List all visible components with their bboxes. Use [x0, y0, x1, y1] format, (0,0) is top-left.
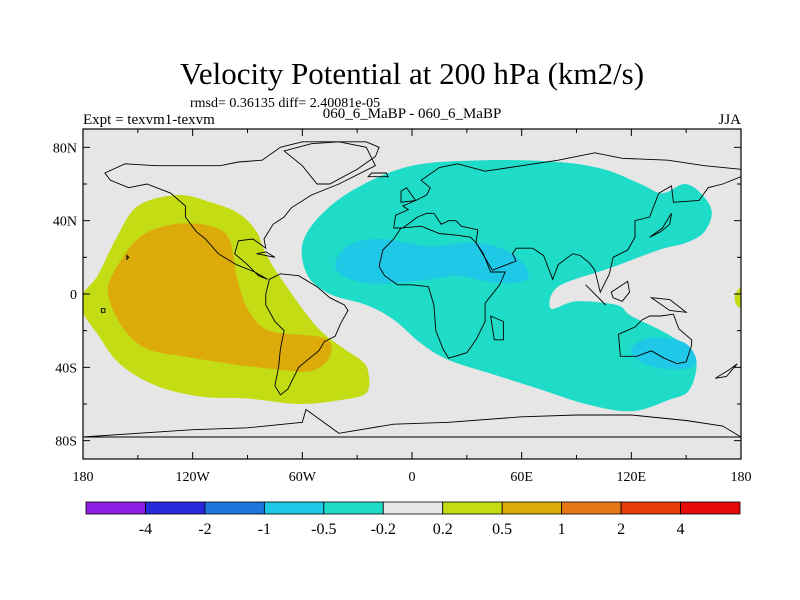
colorbar-swatch: [85, 501, 146, 515]
x-tick-label: 60W: [289, 470, 317, 485]
x-tick-label: 180: [73, 470, 94, 485]
y-tick-label: 80N: [53, 141, 77, 156]
chart-title: Velocity Potential at 200 hPa (km2/s): [180, 56, 644, 91]
coastline-13: [649, 297, 688, 313]
coastline-4: [618, 313, 693, 365]
region-indian-ocean-strong-negative: [631, 337, 697, 370]
colorbar-label: -2: [198, 521, 211, 538]
colorbar-swatch: [145, 501, 206, 515]
region-pacific-strong-positive: [107, 223, 332, 372]
x-tick-label: 180: [731, 470, 752, 485]
colorbar-label: -4: [139, 521, 152, 538]
coastline-6: [83, 408, 741, 438]
y-tick-label: 40S: [55, 361, 77, 376]
x-tick-label: 120E: [617, 470, 647, 485]
stats-text: rmsd= 0.36135 diff= 2.40081e-05: [190, 96, 380, 111]
y-tick-label: 80S: [55, 435, 77, 450]
colorbar-swatch: [263, 501, 325, 515]
experiment-label: Expt = texvm1-texvm: [83, 112, 215, 128]
colorbar-swatch: [382, 501, 444, 515]
y-tick-label: 0: [70, 288, 77, 303]
region-dateline-positive: [734, 288, 741, 308]
x-axis: 180 120W 60W 0 60E 120E 180: [73, 129, 752, 485]
y-tick-label: 40N: [53, 215, 77, 230]
coastline-5: [283, 141, 380, 185]
colorbar-label: 0.5: [492, 521, 512, 538]
coastline-10: [649, 213, 672, 238]
coastline-8: [367, 172, 389, 178]
coastline-12: [610, 280, 630, 302]
colorbar-swatch: [442, 501, 503, 515]
coastline-3: [393, 152, 741, 294]
colorbar-label: -0.5: [311, 521, 336, 538]
coastline-1: [265, 273, 349, 396]
coastline-9: [400, 187, 417, 203]
x-tick-label: 60E: [510, 470, 533, 485]
colorbar-label: 0.2: [433, 521, 453, 538]
colorbar: -4 -2 -1 -0.5 -0.2 0.2 0.5 1 2 4: [85, 501, 741, 538]
colorbar-swatch: [680, 501, 741, 515]
colorbar-label: 4: [677, 521, 685, 538]
colorbar-label: 2: [617, 521, 625, 538]
coastlines: [83, 141, 741, 438]
colorbar-swatch: [561, 501, 622, 515]
coastline-17: [100, 308, 106, 313]
season-label: JJA: [718, 112, 741, 128]
comparison-label: 060_6_MaBP - 060_6_MaBP: [323, 106, 502, 122]
coastline-16: [256, 251, 276, 258]
colorbar-label: -1: [258, 521, 271, 538]
region-eastern-negative: [301, 160, 712, 412]
coastline-0: [104, 141, 377, 280]
y-axis: 80N 40N 0 40S 80S: [53, 141, 741, 450]
x-tick-label: 0: [409, 470, 416, 485]
coastline-15: [715, 363, 738, 379]
colorbar-swatch: [204, 501, 265, 515]
colorbar-swatch: [501, 501, 563, 515]
x-tick-label: 120W: [176, 470, 211, 485]
coastline-2: [378, 225, 506, 359]
colorbar-swatch: [620, 501, 681, 515]
colorbar-swatch: [323, 501, 384, 515]
coastline-11: [585, 284, 607, 306]
colorbar-label: -0.2: [371, 521, 396, 538]
coastline-14: [126, 254, 130, 261]
colorbar-label: 1: [558, 521, 566, 538]
coastline-7: [490, 315, 504, 341]
